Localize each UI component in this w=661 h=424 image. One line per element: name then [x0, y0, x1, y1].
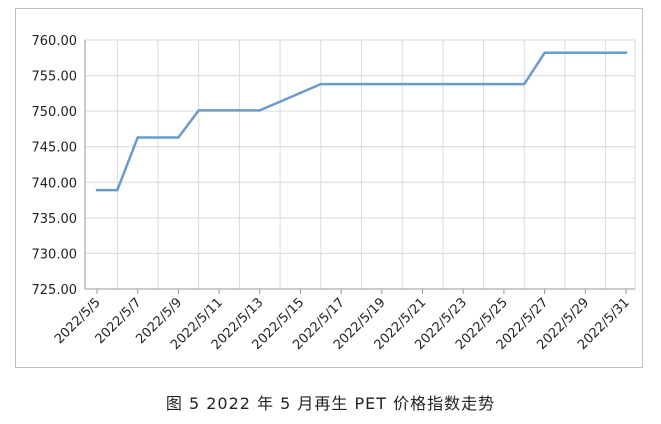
data-point	[136, 136, 139, 139]
y-tick-label: 755.00	[32, 70, 78, 85]
y-tick-label: 740.00	[32, 176, 78, 191]
data-point	[177, 136, 180, 139]
line-chart: 725.00 730.00 735.00 740.00 745.00 750.00 755.…	[32, 34, 636, 353]
data-point	[258, 109, 261, 112]
y-tick-label: 730.00	[32, 247, 78, 262]
data-point	[543, 51, 546, 55]
y-tick-label: 760.00	[32, 34, 78, 49]
data-point	[319, 82, 323, 86]
y-tick-label: 750.00	[32, 105, 78, 120]
y-tick-label: 735.00	[32, 212, 78, 227]
data-point	[523, 82, 526, 86]
data-point	[95, 188, 99, 192]
y-tick-label: 745.00	[32, 141, 78, 156]
data-point	[624, 51, 628, 55]
series-line	[95, 51, 628, 192]
data-point	[116, 188, 119, 192]
data-point	[197, 109, 200, 112]
chart-frame: 725.00 730.00 735.00 740.00 745.00 750.00 755.…	[15, 8, 643, 368]
figure-caption: 图 5 2022 年 5 月再生 PET 价格指数走势	[165, 394, 496, 413]
y-tick-label: 725.00	[32, 283, 78, 298]
